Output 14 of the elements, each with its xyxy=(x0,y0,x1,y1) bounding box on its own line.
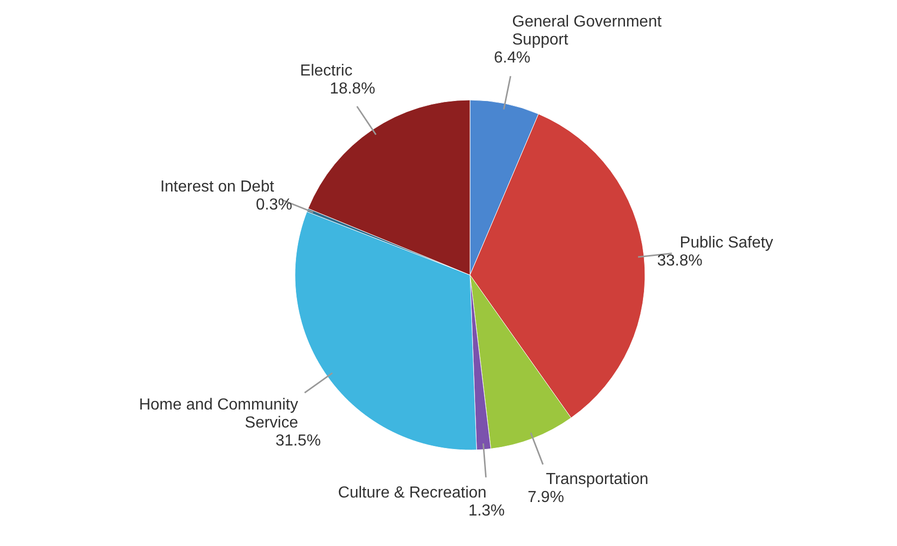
slice-label: Interest on Debt xyxy=(160,178,275,196)
data-label: 0.3% xyxy=(256,196,292,214)
data-label: 6.4% xyxy=(494,49,530,66)
data-label: 18.8% xyxy=(330,80,376,98)
data-label: 1.3% xyxy=(468,502,505,520)
slice-label: Home and Community Service xyxy=(138,396,298,432)
slice-label: Electric xyxy=(300,62,352,80)
slice-label: General Government Support xyxy=(512,13,662,48)
slice-label: Public Safety xyxy=(680,234,774,252)
slice-label: Transportation xyxy=(546,470,648,488)
data-label: 7.9% xyxy=(528,488,564,506)
data-label: 31.5% xyxy=(275,432,321,450)
data-label: 33.8% xyxy=(657,252,702,270)
slice-label: Culture & Recreation xyxy=(338,484,487,502)
